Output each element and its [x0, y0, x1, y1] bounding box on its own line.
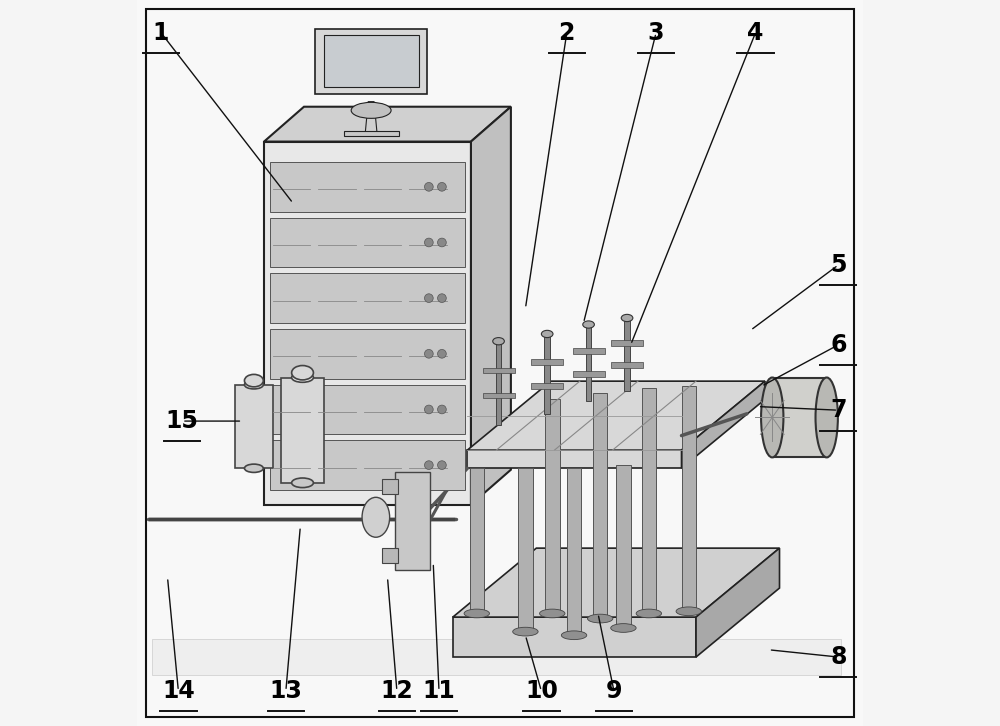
Polygon shape: [270, 162, 465, 212]
Circle shape: [438, 238, 446, 247]
Polygon shape: [696, 548, 780, 657]
Polygon shape: [496, 341, 501, 425]
Polygon shape: [642, 388, 656, 613]
Polygon shape: [137, 0, 863, 726]
Polygon shape: [545, 399, 560, 613]
Circle shape: [438, 461, 446, 470]
Polygon shape: [611, 362, 643, 368]
Text: 14: 14: [162, 679, 195, 703]
Polygon shape: [518, 468, 533, 632]
Polygon shape: [682, 381, 765, 468]
Circle shape: [438, 349, 446, 358]
Ellipse shape: [244, 464, 263, 473]
Polygon shape: [772, 378, 827, 457]
Ellipse shape: [292, 478, 313, 488]
Polygon shape: [270, 329, 465, 379]
Circle shape: [424, 461, 433, 470]
Ellipse shape: [292, 366, 313, 380]
Polygon shape: [382, 548, 398, 563]
Polygon shape: [270, 273, 465, 323]
Polygon shape: [152, 639, 841, 675]
Text: 1: 1: [153, 20, 169, 45]
Circle shape: [424, 294, 433, 303]
Circle shape: [438, 182, 446, 191]
Polygon shape: [453, 548, 780, 617]
Text: 7: 7: [830, 398, 847, 423]
Polygon shape: [593, 393, 607, 619]
Ellipse shape: [362, 497, 390, 537]
Circle shape: [438, 294, 446, 303]
Ellipse shape: [351, 102, 391, 118]
Polygon shape: [382, 479, 398, 494]
Text: 4: 4: [747, 20, 764, 45]
Ellipse shape: [513, 627, 538, 636]
Ellipse shape: [676, 607, 701, 616]
Polygon shape: [573, 348, 605, 354]
Ellipse shape: [292, 372, 313, 383]
Text: 8: 8: [830, 645, 847, 669]
Polygon shape: [467, 450, 682, 468]
Circle shape: [424, 182, 433, 191]
Polygon shape: [567, 468, 581, 635]
Text: 6: 6: [830, 333, 847, 357]
Polygon shape: [586, 325, 591, 401]
Text: 5: 5: [830, 253, 847, 277]
Text: 3: 3: [648, 20, 664, 45]
Ellipse shape: [636, 609, 662, 618]
Text: 10: 10: [525, 679, 558, 703]
Ellipse shape: [816, 378, 838, 457]
Polygon shape: [264, 107, 511, 142]
Polygon shape: [324, 35, 419, 87]
Text: 13: 13: [269, 679, 302, 703]
Ellipse shape: [621, 314, 633, 322]
Polygon shape: [281, 378, 324, 483]
Text: 12: 12: [381, 679, 413, 703]
Circle shape: [424, 405, 433, 414]
Polygon shape: [471, 107, 511, 505]
Polygon shape: [470, 468, 484, 613]
Polygon shape: [270, 385, 465, 434]
Text: 11: 11: [423, 679, 455, 703]
Text: 15: 15: [166, 409, 198, 433]
Ellipse shape: [244, 375, 263, 387]
Polygon shape: [235, 385, 273, 468]
Polygon shape: [270, 440, 465, 490]
Polygon shape: [453, 617, 696, 657]
Polygon shape: [467, 381, 765, 450]
Polygon shape: [616, 465, 631, 628]
Polygon shape: [483, 393, 515, 399]
Ellipse shape: [761, 378, 783, 457]
Ellipse shape: [464, 609, 489, 618]
Circle shape: [424, 349, 433, 358]
Text: 2: 2: [559, 20, 575, 45]
Ellipse shape: [561, 631, 587, 640]
Ellipse shape: [244, 380, 263, 389]
Polygon shape: [531, 359, 563, 364]
Polygon shape: [573, 371, 605, 377]
Ellipse shape: [587, 614, 613, 623]
Polygon shape: [315, 29, 427, 94]
Polygon shape: [611, 340, 643, 346]
Ellipse shape: [493, 338, 504, 345]
Ellipse shape: [611, 624, 636, 632]
Polygon shape: [483, 367, 515, 373]
Polygon shape: [344, 131, 399, 136]
Polygon shape: [624, 318, 630, 391]
Ellipse shape: [583, 321, 594, 328]
Polygon shape: [264, 142, 471, 505]
Circle shape: [438, 405, 446, 414]
Polygon shape: [395, 472, 430, 570]
Circle shape: [424, 238, 433, 247]
Polygon shape: [270, 218, 465, 267]
Ellipse shape: [541, 330, 553, 338]
Text: 9: 9: [606, 679, 622, 703]
Ellipse shape: [540, 609, 565, 618]
Polygon shape: [531, 383, 563, 389]
Polygon shape: [544, 334, 550, 414]
Polygon shape: [682, 386, 696, 611]
